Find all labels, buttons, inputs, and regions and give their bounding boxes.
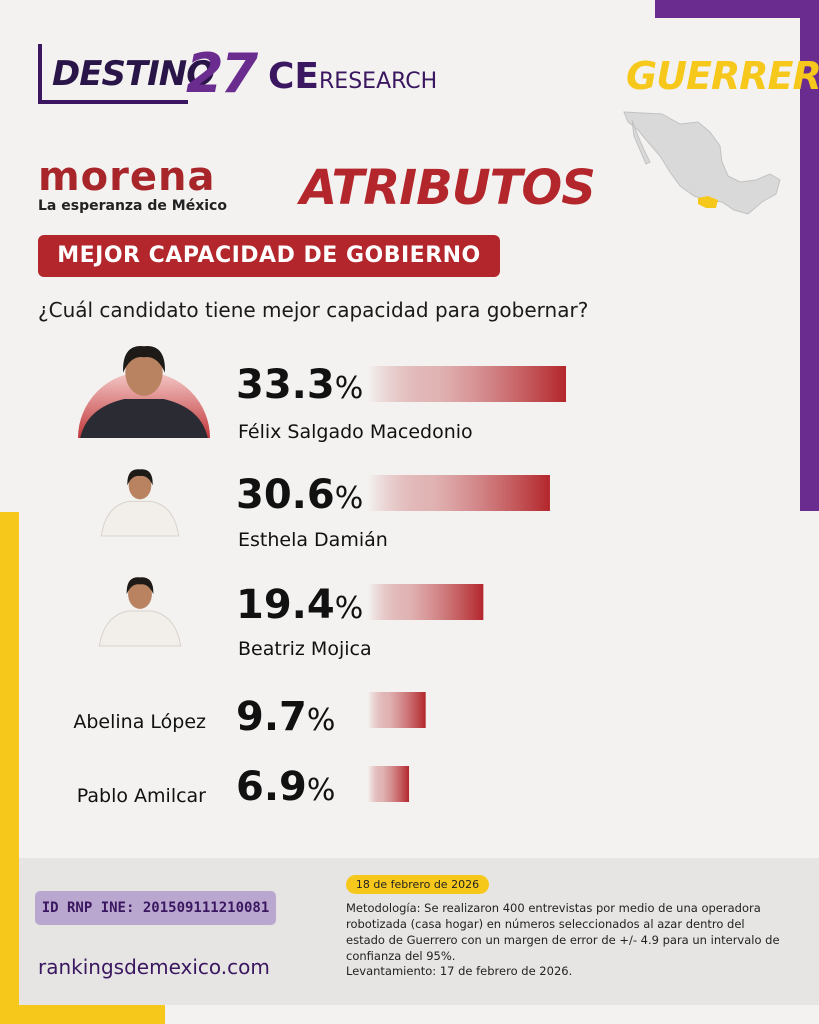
category-label: Beatriz Mojica <box>238 638 372 660</box>
value-unit: % <box>335 481 364 516</box>
candidate-body <box>100 500 180 537</box>
value-label: 33.3% <box>236 362 363 408</box>
guerrero-highlight <box>698 196 718 208</box>
logo-bracket <box>38 44 42 104</box>
bar-chart: 33.3% Félix Salgado Macedonio 30.6% Esthela… <box>73 346 566 810</box>
section-title: ATRIBUTOS <box>300 160 596 216</box>
morena-logo: morena La esperanza de México <box>38 154 227 220</box>
chart-row: 9.7% Abelina López <box>73 692 426 740</box>
value-unit: % <box>335 371 364 406</box>
purple-frame-top <box>655 0 819 18</box>
chart-layer: 33.3% Félix Salgado Macedonio 30.6% Esthela… <box>73 346 566 810</box>
candidate-face <box>128 471 152 500</box>
chart-row: 6.9% Pablo Amilcar <box>77 764 410 810</box>
category-label: Pablo Amilcar <box>77 785 206 807</box>
ce-research-logo: CERESEARCH <box>268 56 437 97</box>
methodology-note: Metodología: Se realizaron 400 entrevist… <box>346 901 780 963</box>
destino-number: 27 <box>186 42 258 105</box>
bar <box>368 475 550 511</box>
logo-bracket <box>38 100 188 104</box>
subtitle-banner: MEJOR CAPACIDAD DE GOBIERNO <box>38 235 500 277</box>
date-badge: 18 de febrero de 2026 <box>346 875 489 894</box>
website-link[interactable]: rankingsdemexico.com <box>38 955 270 979</box>
candidate-hair <box>127 469 153 486</box>
category-label: Félix Salgado Macedonio <box>238 421 473 443</box>
survey-date-note: Levantamiento: 17 de febrero de 2026. <box>346 964 573 978</box>
value-label: 19.4% <box>236 582 363 628</box>
value-number: 33.3 <box>236 362 335 408</box>
category-label: Esthela Damián <box>238 529 388 551</box>
value-label: 30.6% <box>236 472 363 518</box>
mexico-map-shape <box>623 111 781 215</box>
candidate-hair <box>123 346 165 373</box>
yellow-frame-left <box>0 512 19 1024</box>
category-label: Abelina López <box>73 711 206 733</box>
value-unit: % <box>307 703 336 738</box>
chart-row: 33.3% Félix Salgado Macedonio <box>78 346 566 443</box>
value-label: 9.7% <box>236 694 335 740</box>
candidate-body <box>98 610 182 647</box>
value-unit: % <box>307 773 336 808</box>
chart-row: 19.4% Beatriz Mojica <box>98 577 484 660</box>
candidate-hair <box>126 577 154 595</box>
value-number: 19.4 <box>236 582 335 628</box>
destino-wordmark: DESTINO <box>52 54 215 94</box>
morena-wordmark: morena <box>38 154 216 200</box>
candidate-face <box>125 349 163 396</box>
bar <box>368 584 484 620</box>
value-number: 9.7 <box>236 694 307 740</box>
publication-date: 18 de febrero de 2026 <box>355 878 480 891</box>
survey-question: ¿Cuál candidato tiene mejor capacidad pa… <box>38 298 589 322</box>
chart-row: 30.6% Esthela Damián <box>100 469 550 551</box>
value-number: 6.9 <box>236 764 307 810</box>
bar <box>368 766 410 802</box>
state-title: GUERRERO <box>626 54 819 98</box>
morena-slogan: La esperanza de México <box>38 198 227 214</box>
rnp-id: ID RNP INE: 201509111210081 <box>41 900 270 916</box>
value-number: 30.6 <box>236 472 335 518</box>
destino-27-logo: DESTINO 27 <box>38 42 258 105</box>
candidate-body <box>80 399 208 438</box>
value-label: 6.9% <box>236 764 335 810</box>
mexico-map-icon <box>623 111 781 215</box>
bar <box>368 692 426 728</box>
yellow-frame-bottom <box>0 1005 165 1024</box>
rnp-badge: ID RNP INE: 201509111210081 <box>35 891 276 925</box>
research-wordmark: RESEARCH <box>319 69 438 94</box>
value-unit: % <box>335 591 364 626</box>
ce-wordmark: CE <box>268 56 320 97</box>
chart-subtitle: MEJOR CAPACIDAD DE GOBIERNO <box>57 243 481 268</box>
purple-frame-right <box>800 0 819 511</box>
bar <box>368 366 566 402</box>
candidate-face <box>128 579 152 609</box>
